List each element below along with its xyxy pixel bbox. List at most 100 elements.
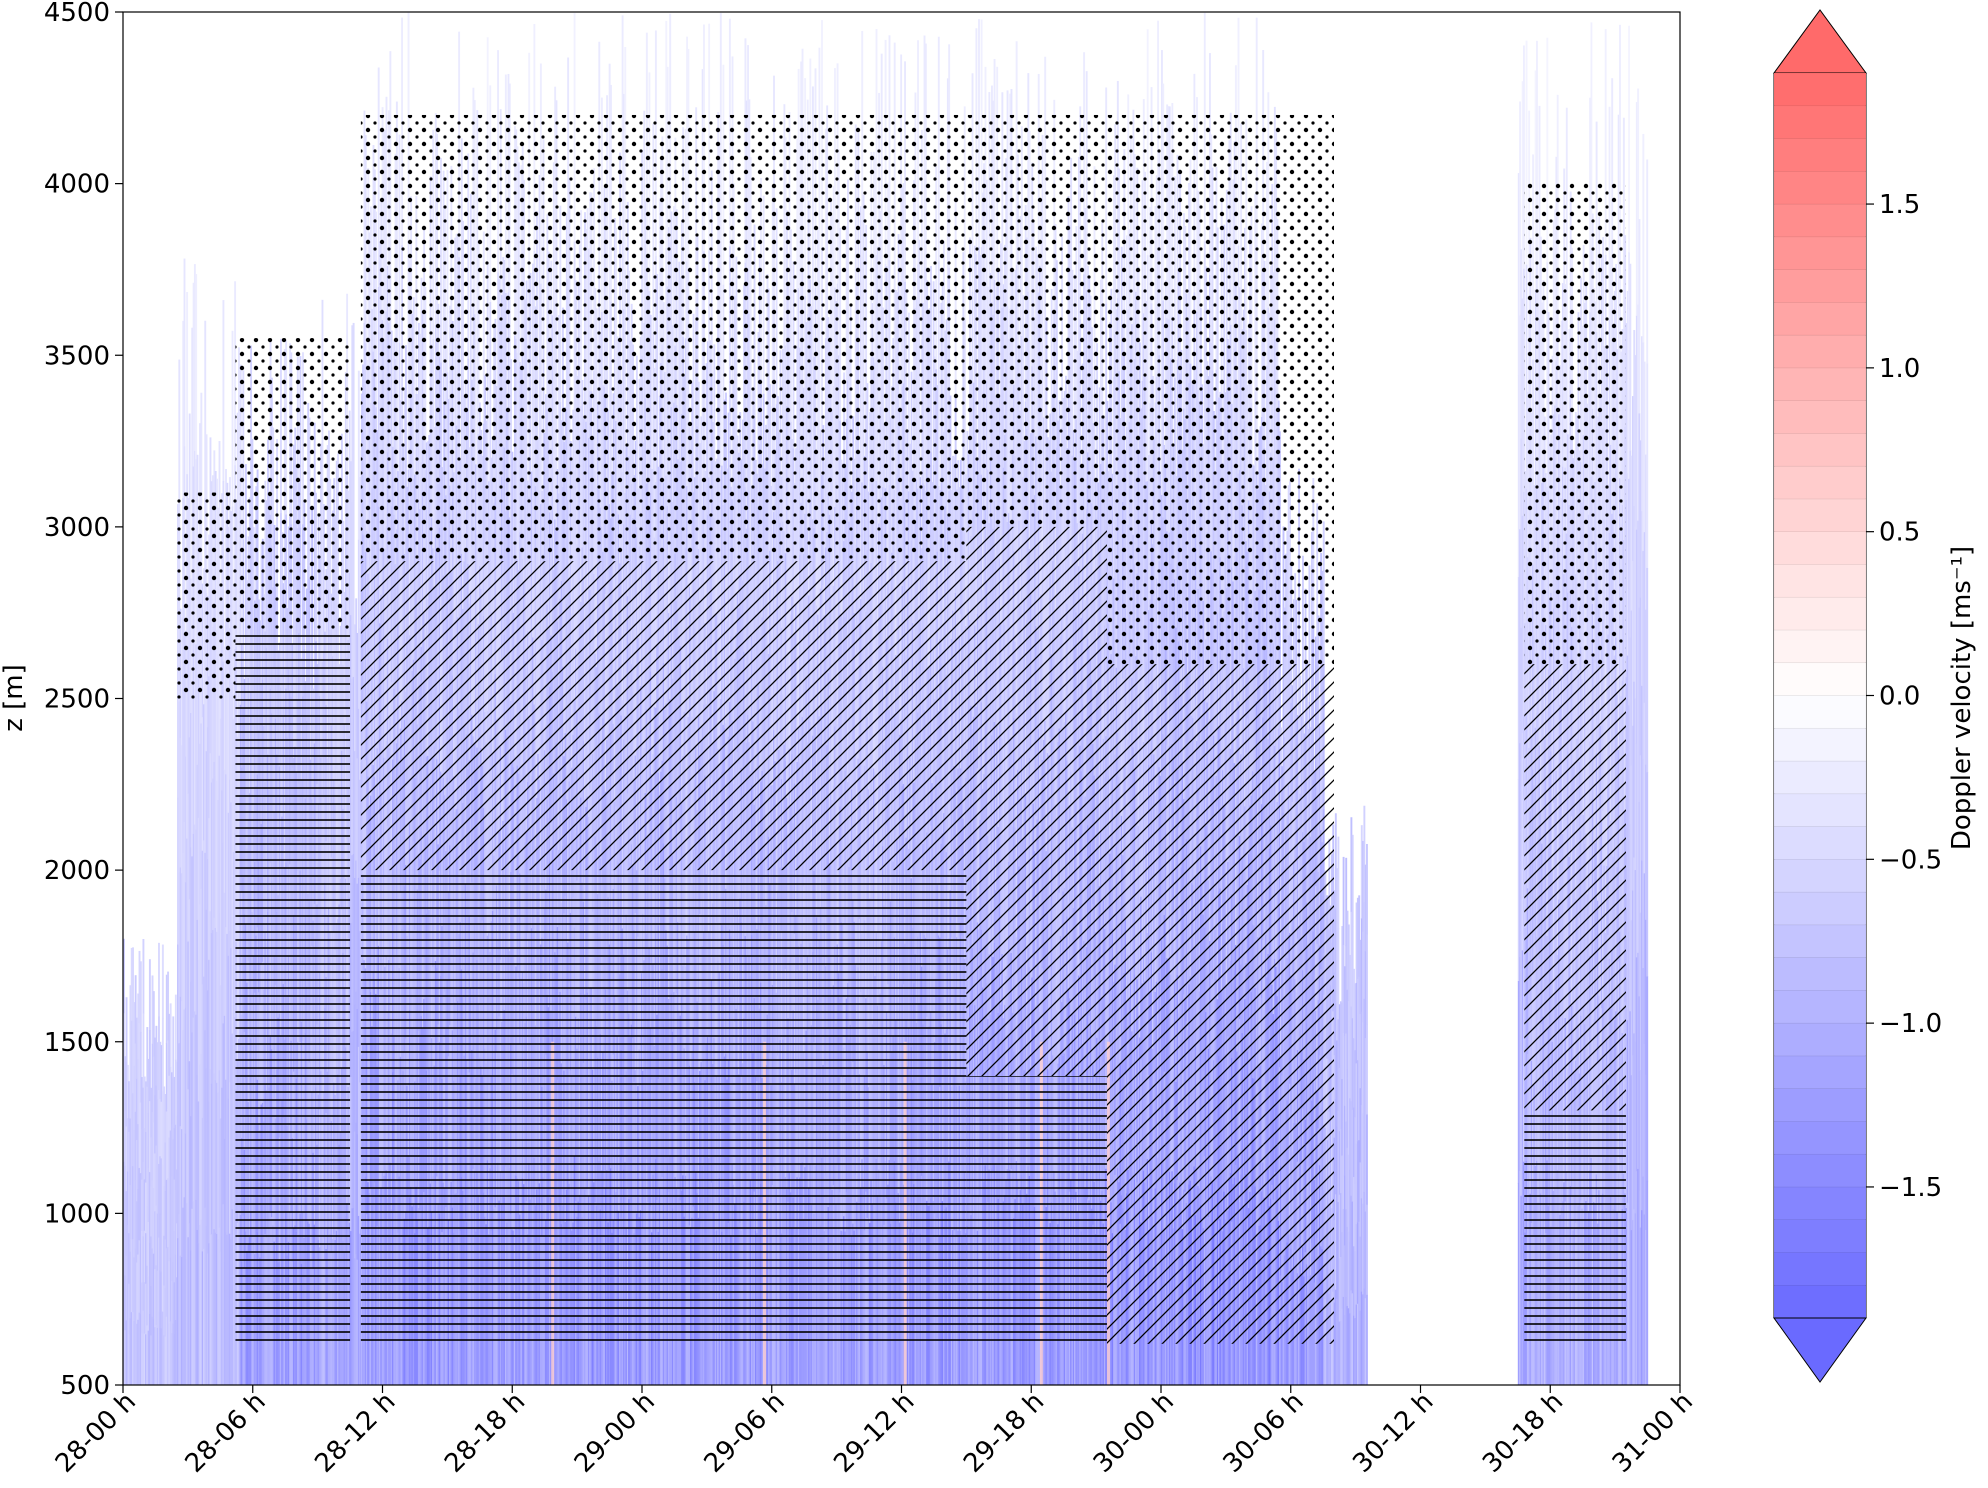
echo-cell: [135, 1323, 138, 1385]
echo-cell: [212, 778, 214, 931]
echo-cell: [169, 1257, 172, 1322]
echo-cell: [197, 817, 200, 961]
echo-cell: [209, 911, 212, 1070]
echo-cell: [351, 1031, 354, 1209]
echo-cell: [214, 775, 217, 929]
echo-cell: [230, 656, 233, 803]
echo-cell: [350, 1231, 352, 1385]
echo-cell: [355, 1122, 358, 1255]
echo-cell: [161, 1311, 164, 1385]
echo-cell: [169, 1066, 172, 1132]
echo-cell: [190, 847, 192, 983]
echo-cell: [351, 325, 354, 503]
echo-cell: [214, 623, 217, 777]
echo-cell: [156, 1099, 159, 1157]
echo-cell: [183, 821, 186, 1011]
echo-cell: [168, 1323, 171, 1385]
echo-cell: [165, 1316, 168, 1385]
echo-cell: [199, 1224, 202, 1385]
echo-cell: [160, 1271, 163, 1329]
echo-cell: [356, 758, 359, 885]
echo-cell: [154, 1211, 157, 1270]
echo-cell: [146, 1146, 149, 1207]
echo-cell: [126, 1171, 129, 1226]
echo-cell: [180, 873, 183, 1002]
echo-cell: [132, 1166, 134, 1240]
echo-cell: [201, 984, 204, 1119]
echo-cell: [183, 258, 186, 447]
echo-cell: [124, 1056, 127, 1112]
echo-cell: [138, 1312, 141, 1385]
echo-cell: [142, 1013, 145, 1089]
echo-cell: [353, 1258, 356, 1385]
echo-cell: [226, 1084, 229, 1236]
echo-cell: [155, 1085, 158, 1147]
echo-cell: [167, 1178, 170, 1248]
echo-cell: [129, 1318, 132, 1385]
echo-cell: [134, 1043, 137, 1113]
echo-cell: [217, 800, 220, 947]
echo-cell: [124, 1330, 127, 1385]
echo-cell: [147, 1330, 150, 1385]
echo-cell: [174, 1124, 177, 1191]
echo-cell: [177, 1091, 179, 1239]
echo-cell: [221, 939, 224, 1089]
echo-cell: [134, 1316, 137, 1385]
echo-cell: [230, 1239, 233, 1385]
echo-cell: [146, 1325, 149, 1385]
echo-cell: [200, 392, 203, 559]
echo-cell: [151, 1180, 154, 1249]
echo-cell: [132, 1239, 134, 1313]
echo-cell: [223, 769, 226, 894]
echo-cell: [352, 853, 355, 1032]
echo-cell: [222, 1204, 225, 1385]
echo-cell: [150, 1087, 153, 1138]
echo-column: [123, 938, 179, 1385]
echo-cell: [217, 946, 220, 1094]
echo-cell: [359, 628, 362, 781]
echo-cell: [152, 1056, 155, 1123]
echo-cell: [147, 1113, 150, 1169]
echo-cell: [168, 1013, 171, 1077]
echo-cell: [123, 1087, 125, 1163]
echo-cell: [184, 756, 187, 883]
echo-cell: [161, 1091, 164, 1166]
echo-cell: [133, 1129, 136, 1195]
echo-cell: [164, 1288, 167, 1337]
echo-cell: [123, 1310, 125, 1385]
echo-cell: [215, 629, 218, 782]
echo-cell: [148, 1101, 151, 1173]
echo-cell: [146, 1027, 149, 1088]
echo-cell: [130, 947, 133, 1022]
echo-cell: [174, 1189, 177, 1256]
echo-cell: [125, 1320, 128, 1385]
echo-cell: [159, 1213, 162, 1272]
echo-cell: [161, 1164, 164, 1239]
echo-cell: [126, 1064, 129, 1119]
echo-cell: [210, 1234, 213, 1385]
echo-cell: [191, 1208, 194, 1385]
echo-cell: [197, 676, 200, 819]
echo-cell: [133, 1193, 136, 1258]
echo-cell: [204, 852, 207, 1031]
echo-cell: [133, 1257, 136, 1322]
echo-cell: [143, 1230, 146, 1283]
echo-cell: [350, 923, 352, 1078]
echo-cell: [197, 1243, 200, 1385]
echo-cell: [228, 931, 231, 1083]
echo-cell: [357, 370, 360, 541]
echo-cell: [353, 877, 356, 1006]
echo-cell: [209, 753, 212, 912]
echo-cell: [357, 877, 360, 1048]
echo-cell: [180, 1257, 183, 1385]
echo-cell: [192, 650, 195, 835]
echo-cell: [161, 1238, 164, 1313]
echo-cell: [195, 1199, 198, 1385]
echo-cell: [192, 833, 195, 1019]
echo-cell: [173, 1076, 176, 1129]
echo-cell: [141, 1282, 144, 1335]
echo-cell: [137, 1189, 140, 1256]
echo-cell: [213, 917, 216, 1074]
echo-cell: [231, 682, 234, 859]
echo-cell: [204, 1207, 207, 1385]
